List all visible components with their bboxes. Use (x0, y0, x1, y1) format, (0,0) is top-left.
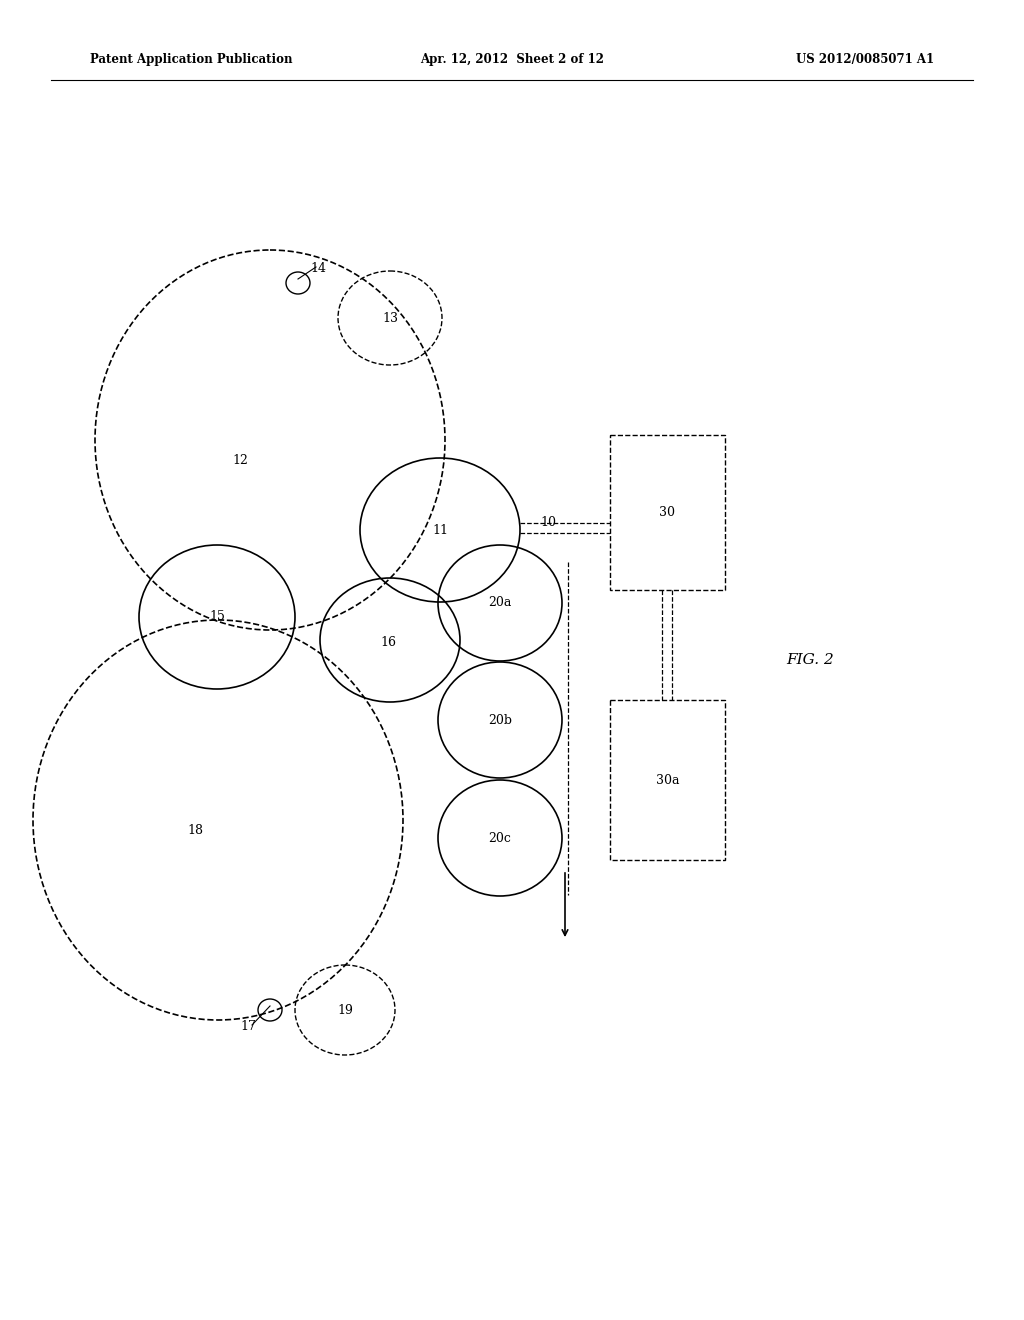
Text: 16: 16 (380, 635, 396, 648)
Text: 18: 18 (187, 824, 203, 837)
Text: US 2012/0085071 A1: US 2012/0085071 A1 (796, 54, 934, 66)
Bar (610, 436, 725, 590)
Text: 14: 14 (310, 261, 326, 275)
Text: 13: 13 (382, 312, 398, 325)
Text: 20a: 20a (488, 597, 512, 610)
Text: Patent Application Publication: Patent Application Publication (90, 54, 293, 66)
Text: 20b: 20b (488, 714, 512, 726)
Text: 15: 15 (209, 610, 225, 623)
Bar (610, 700, 725, 861)
Text: 30a: 30a (655, 774, 679, 787)
Text: 11: 11 (432, 524, 449, 536)
Text: 30: 30 (659, 506, 676, 519)
Text: Apr. 12, 2012  Sheet 2 of 12: Apr. 12, 2012 Sheet 2 of 12 (420, 54, 604, 66)
Text: 19: 19 (337, 1003, 353, 1016)
Text: 10: 10 (540, 516, 556, 528)
Text: 17: 17 (240, 1020, 256, 1034)
Text: FIG. 2: FIG. 2 (786, 653, 834, 667)
Text: 20c: 20c (488, 832, 511, 845)
Text: 12: 12 (232, 454, 248, 466)
